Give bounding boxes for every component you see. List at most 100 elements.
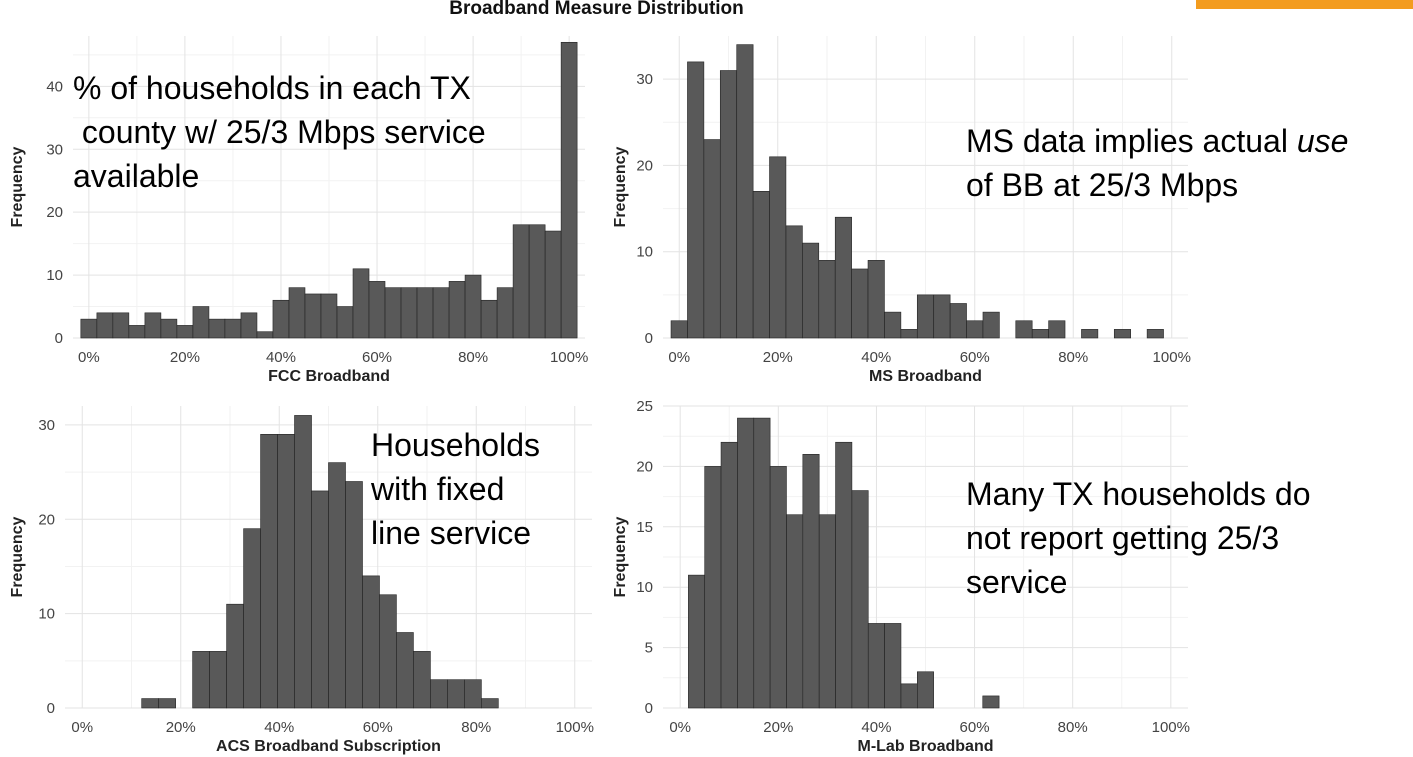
histogram-bar bbox=[320, 293, 338, 339]
histogram-bar bbox=[464, 274, 482, 339]
histogram-bar bbox=[917, 671, 934, 709]
x-axis-title: FCC Broadband bbox=[268, 368, 390, 385]
y-tick-label: 10 bbox=[38, 606, 55, 623]
histogram-bar bbox=[900, 329, 918, 339]
y-tick-label: 20 bbox=[636, 157, 653, 174]
chart-ms-broadband: 0% 20% 40% 60% 80% 100% 0 10 20 30 MS Broadband Fre… bbox=[612, 36, 1191, 385]
histogram-bar bbox=[982, 695, 1000, 709]
histogram-bar bbox=[277, 434, 295, 709]
histogram-bar bbox=[243, 528, 261, 709]
y-tick-label: 30 bbox=[46, 141, 63, 158]
histogram-bar bbox=[208, 318, 226, 339]
histogram-bar bbox=[160, 318, 178, 339]
histogram-bar bbox=[328, 462, 346, 709]
histogram-bar bbox=[769, 466, 787, 709]
y-tick-label: 30 bbox=[636, 71, 653, 88]
x-tick-label: 80% bbox=[461, 719, 491, 736]
y-axis-title: Frequency bbox=[9, 146, 26, 227]
histogram-bar bbox=[512, 224, 530, 339]
histogram-bar bbox=[272, 299, 290, 339]
histogram-bar bbox=[384, 287, 402, 339]
y-tick-label: 0 bbox=[55, 330, 63, 347]
histogram-bar bbox=[884, 623, 902, 709]
histogram-bar bbox=[362, 575, 380, 709]
y-tick-label: 5 bbox=[645, 640, 653, 657]
histogram-bar bbox=[447, 679, 465, 709]
histogram-bar bbox=[141, 698, 159, 709]
histogram-bar bbox=[432, 287, 450, 339]
histogram-bar bbox=[867, 623, 885, 709]
histogram-bar bbox=[288, 287, 306, 339]
histogram-bar bbox=[916, 294, 934, 339]
histogram-bar bbox=[884, 311, 902, 339]
x-axis-title: MS Broadband bbox=[869, 368, 982, 385]
histogram-bar bbox=[336, 306, 354, 339]
histogram-bar bbox=[464, 679, 482, 709]
y-tick-label: 10 bbox=[46, 267, 63, 284]
histogram-bar bbox=[560, 41, 578, 339]
x-tick-label: 100% bbox=[556, 719, 594, 736]
y-tick-label: 0 bbox=[645, 700, 653, 717]
histogram-bar bbox=[720, 441, 738, 709]
histogram-bar bbox=[835, 441, 853, 709]
histogram-bar bbox=[802, 454, 820, 709]
histogram-bar bbox=[719, 70, 737, 339]
y-tick-label: 15 bbox=[636, 519, 653, 536]
histogram-bar bbox=[769, 156, 787, 339]
histogram-bar bbox=[416, 287, 434, 339]
histogram-bar bbox=[480, 299, 498, 339]
annotation-acs: Households with fixed line service bbox=[371, 427, 540, 551]
histogram-bar bbox=[311, 490, 329, 709]
histogram-bar bbox=[1146, 329, 1164, 339]
histogram-bar bbox=[737, 417, 755, 709]
histogram-bar bbox=[224, 318, 242, 339]
y-tick-label: 25 bbox=[636, 398, 653, 415]
x-tick-label: 100% bbox=[550, 349, 588, 366]
histogram-bar bbox=[867, 260, 885, 339]
histogram-bar bbox=[802, 242, 820, 339]
x-tick-label: 60% bbox=[362, 349, 392, 366]
x-axis-title: M-Lab Broadband bbox=[858, 738, 994, 755]
histogram-bar bbox=[368, 281, 386, 339]
x-tick-label: 0% bbox=[668, 349, 690, 366]
x-tick-label: 80% bbox=[1058, 719, 1088, 736]
x-tick-label: 80% bbox=[458, 349, 488, 366]
annotation-ms: MS data implies actual use of BB at 25/3… bbox=[966, 119, 1348, 207]
y-tick-label: 30 bbox=[38, 417, 55, 434]
x-tick-label: 40% bbox=[861, 349, 891, 366]
histogram-bar bbox=[260, 434, 278, 709]
histogram-bar bbox=[688, 574, 706, 709]
histogram-bar bbox=[1113, 329, 1131, 339]
histogram-bar bbox=[209, 651, 227, 709]
annotation-ms-line1: MS data implies actual bbox=[966, 123, 1297, 159]
histogram-bar bbox=[192, 306, 210, 339]
histogram-bar bbox=[900, 683, 918, 709]
accent-bar bbox=[1196, 0, 1413, 9]
figure-title: Broadband Measure Distribution bbox=[449, 0, 744, 19]
histogram-bar bbox=[1048, 320, 1066, 339]
x-tick-label: 40% bbox=[266, 349, 296, 366]
x-axis-title: ACS Broadband Subscription bbox=[216, 738, 441, 755]
histogram-bar bbox=[704, 466, 722, 709]
histogram-bar bbox=[144, 312, 162, 339]
histogram-bar bbox=[304, 293, 322, 339]
x-tick-label: 20% bbox=[763, 719, 793, 736]
x-tick-label: 20% bbox=[170, 349, 200, 366]
histogram-bar bbox=[786, 514, 804, 709]
histogram-bar bbox=[128, 325, 146, 339]
x-tick-label: 40% bbox=[861, 719, 891, 736]
chart-acs-broadband-subscription: 0% 20% 40% 60% 80% 100% 0 10 20 30 ACS Broadband S… bbox=[9, 406, 594, 755]
annotation-fcc: % of households in each TX county w/ 25/… bbox=[73, 70, 486, 194]
x-tick-label: 60% bbox=[363, 719, 393, 736]
histogram-bar bbox=[112, 312, 130, 339]
histogram-bar bbox=[400, 287, 418, 339]
y-tick-label: 10 bbox=[636, 244, 653, 261]
histogram-bar bbox=[345, 481, 363, 709]
histogram-bar bbox=[736, 44, 754, 339]
y-tick-label: 20 bbox=[38, 511, 55, 528]
histogram-bar bbox=[703, 139, 721, 339]
histogram-bar bbox=[949, 303, 967, 339]
histogram-bar bbox=[851, 268, 869, 339]
histogram-bar bbox=[96, 312, 114, 339]
histogram-bar bbox=[982, 311, 1000, 339]
